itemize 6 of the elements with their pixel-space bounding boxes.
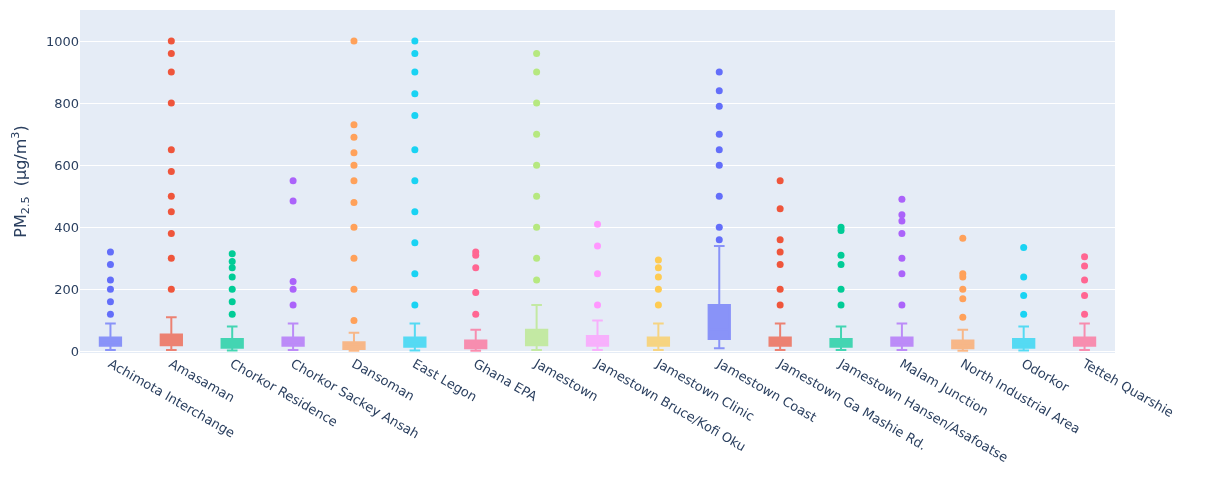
y-tick-label: 400 [54,219,79,235]
y-tick-label: 800 [54,95,79,111]
y-tick-label: 200 [54,281,79,297]
y-tick-label: 1000 [45,33,79,49]
y-tick-label: 600 [54,157,79,173]
y-tick-label: 0 [70,344,79,359]
